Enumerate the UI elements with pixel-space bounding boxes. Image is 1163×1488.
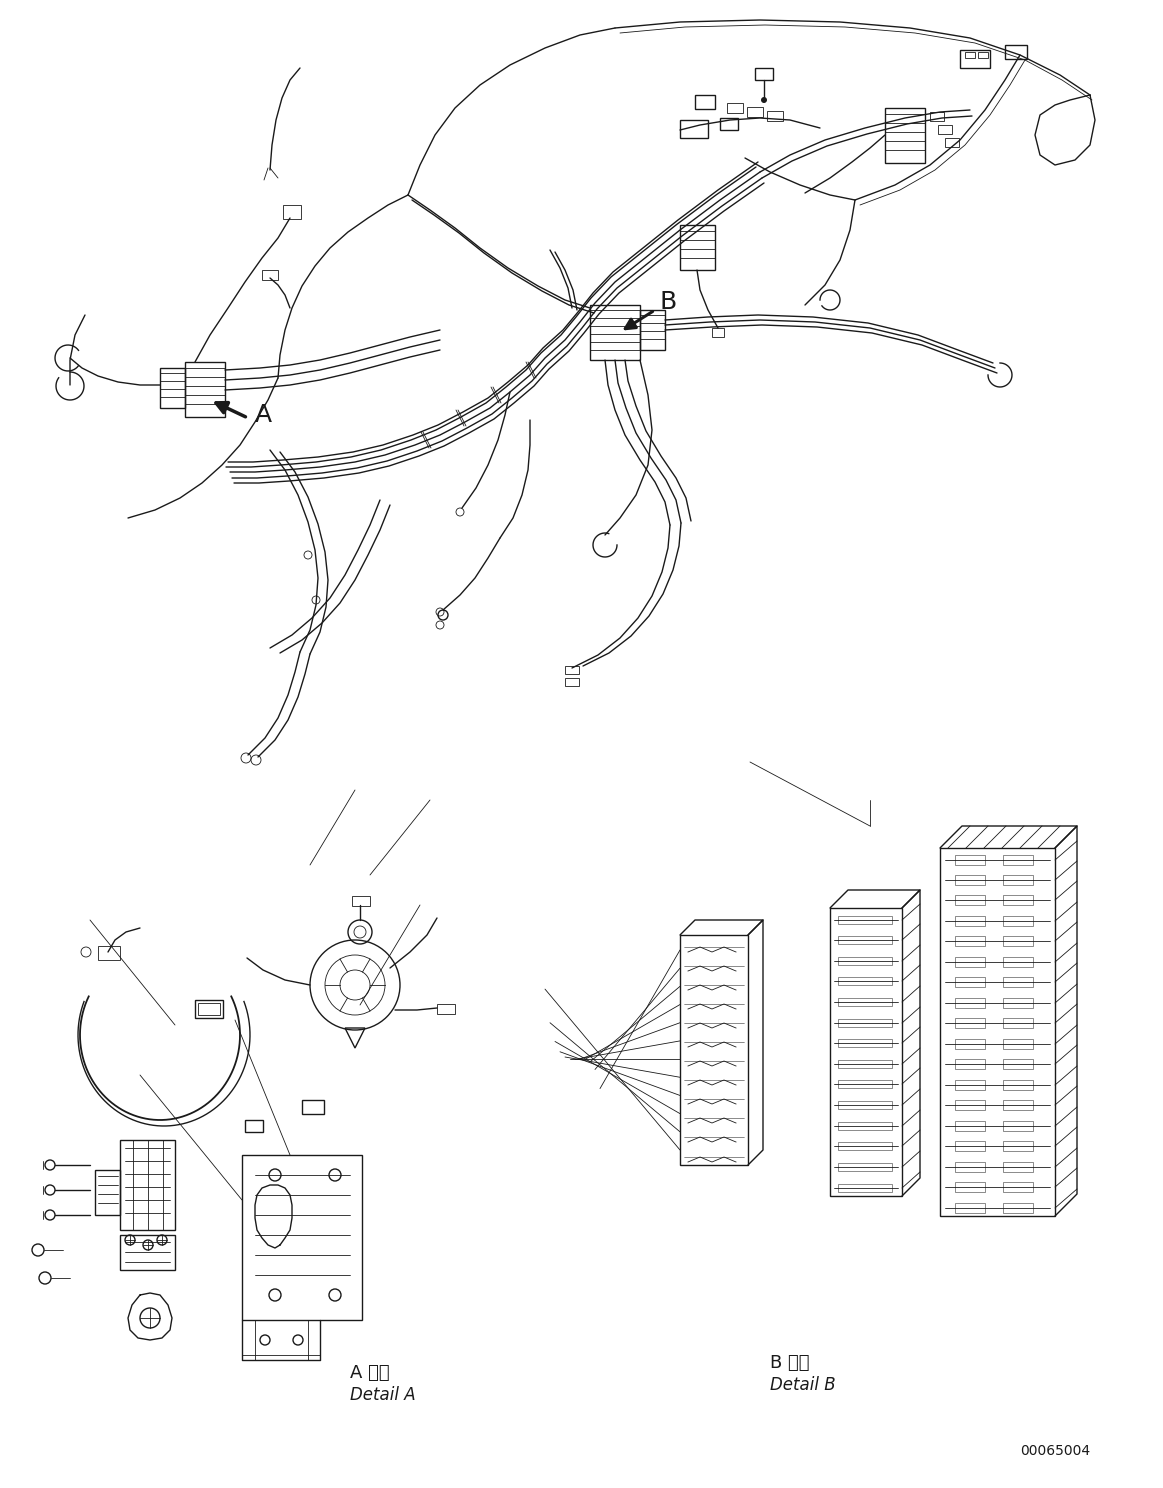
Bar	[242, 1155, 362, 1320]
Bar	[98, 946, 120, 960]
Bar	[1003, 1059, 1033, 1068]
Bar	[727, 103, 743, 113]
Bar	[680, 934, 748, 1165]
Bar	[955, 1202, 985, 1213]
Bar	[839, 978, 892, 985]
Bar	[1003, 1141, 1033, 1152]
Bar	[1003, 1181, 1033, 1192]
Bar	[680, 225, 715, 269]
Bar	[302, 1100, 324, 1115]
Bar	[1003, 978, 1033, 987]
Bar	[955, 875, 985, 885]
Bar	[930, 112, 944, 121]
Bar	[946, 138, 959, 147]
Bar	[965, 52, 975, 58]
Bar	[695, 95, 715, 109]
Bar	[1003, 1120, 1033, 1131]
Bar	[955, 1120, 985, 1131]
Bar	[839, 957, 892, 966]
Bar	[839, 1184, 892, 1192]
Bar	[755, 68, 773, 80]
Bar	[1003, 1202, 1033, 1213]
Text: Detail B: Detail B	[770, 1376, 836, 1394]
Bar	[640, 310, 665, 350]
Bar	[955, 978, 985, 987]
Bar	[120, 1235, 174, 1269]
Bar	[283, 205, 301, 219]
Bar	[590, 305, 640, 360]
Bar	[747, 107, 763, 118]
Bar	[565, 667, 579, 674]
Bar	[1003, 998, 1033, 1007]
Bar	[839, 1080, 892, 1088]
Bar	[1003, 875, 1033, 885]
Text: Detail A: Detail A	[350, 1385, 415, 1405]
Bar	[262, 269, 278, 280]
Bar	[1003, 1162, 1033, 1173]
Bar	[1003, 1100, 1033, 1110]
Bar	[245, 1120, 263, 1132]
Bar	[160, 368, 185, 408]
Text: A 詳細: A 詳細	[350, 1364, 390, 1382]
Bar	[352, 896, 370, 906]
Bar	[955, 1100, 985, 1110]
Bar	[712, 327, 725, 336]
Bar	[955, 957, 985, 967]
Bar	[1005, 45, 1027, 60]
Bar	[955, 1141, 985, 1152]
Bar	[978, 52, 989, 58]
Bar	[1003, 957, 1033, 967]
Text: B 詳細: B 詳細	[770, 1354, 809, 1372]
Text: 00065004: 00065004	[1020, 1443, 1090, 1458]
Bar	[955, 1018, 985, 1028]
Bar	[839, 1059, 892, 1068]
Bar	[955, 894, 985, 905]
Bar	[1003, 856, 1033, 865]
Bar	[955, 1162, 985, 1173]
Bar	[955, 1039, 985, 1049]
Bar	[839, 998, 892, 1006]
Bar	[839, 917, 892, 924]
Bar	[720, 118, 739, 129]
Bar	[955, 936, 985, 946]
Bar	[885, 109, 925, 164]
Bar	[1003, 1018, 1033, 1028]
Bar	[1003, 894, 1033, 905]
Bar	[437, 1004, 455, 1013]
Bar	[185, 362, 224, 417]
Bar	[955, 1181, 985, 1192]
Bar	[939, 125, 952, 134]
Text: B: B	[659, 290, 677, 314]
Bar	[120, 1140, 174, 1231]
Bar	[1003, 1080, 1033, 1091]
Circle shape	[761, 97, 768, 103]
Bar	[839, 1039, 892, 1048]
Text: A: A	[255, 403, 272, 427]
Bar	[198, 1003, 220, 1015]
Bar	[680, 121, 708, 138]
Bar	[195, 1000, 223, 1018]
Bar	[839, 1019, 892, 1027]
Bar	[1003, 1039, 1033, 1049]
Bar	[839, 1164, 892, 1171]
Bar	[955, 998, 985, 1007]
Bar	[959, 51, 990, 68]
Bar	[1003, 936, 1033, 946]
Bar	[940, 848, 1055, 1216]
Bar	[955, 856, 985, 865]
Bar	[839, 1141, 892, 1150]
Bar	[839, 1122, 892, 1129]
Bar	[839, 936, 892, 943]
Bar	[768, 112, 783, 121]
Bar	[1003, 917, 1033, 926]
Bar	[95, 1170, 120, 1216]
Bar	[955, 917, 985, 926]
Bar	[565, 679, 579, 686]
Bar	[955, 1059, 985, 1068]
Bar	[830, 908, 902, 1196]
Bar	[839, 1101, 892, 1109]
Bar	[955, 1080, 985, 1091]
